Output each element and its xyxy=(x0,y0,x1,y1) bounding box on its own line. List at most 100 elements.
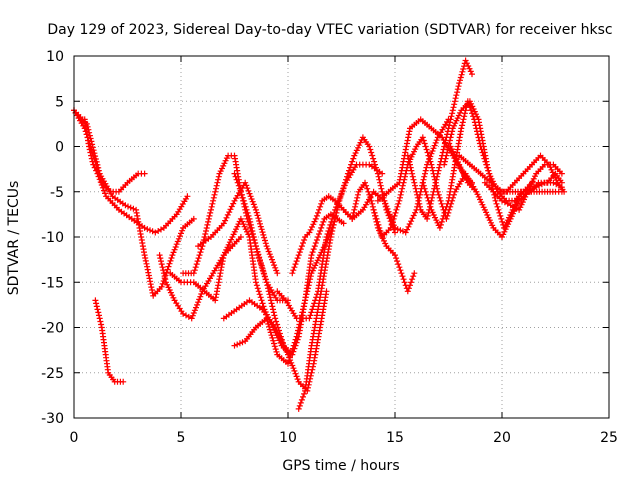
data-point xyxy=(425,152,432,159)
data-point xyxy=(198,291,205,297)
data-point xyxy=(396,197,403,204)
data-point xyxy=(130,205,137,212)
data-point xyxy=(309,224,315,230)
data-point xyxy=(272,315,279,322)
data-point xyxy=(294,376,301,383)
data-point xyxy=(240,197,247,204)
data-point xyxy=(295,405,302,412)
data-point xyxy=(424,212,431,219)
data-point xyxy=(244,215,251,222)
x-tick-label: 0 xyxy=(70,430,79,446)
data-point xyxy=(156,252,163,259)
data-point xyxy=(86,129,93,136)
data-point xyxy=(297,246,304,253)
data-point xyxy=(92,156,99,162)
data-point xyxy=(256,254,263,261)
data-point xyxy=(271,340,277,347)
data-point xyxy=(493,200,500,207)
data-point xyxy=(430,145,437,152)
data-point xyxy=(315,234,321,240)
data-point xyxy=(148,284,155,291)
data-point xyxy=(442,206,449,213)
data-point xyxy=(385,208,392,215)
series-sat-05 xyxy=(156,234,244,322)
data-point xyxy=(173,241,180,248)
data-point xyxy=(441,209,448,216)
data-point xyxy=(95,167,102,174)
data-point xyxy=(347,164,354,171)
data-point xyxy=(274,321,281,328)
data-point xyxy=(352,203,359,210)
data-point xyxy=(222,217,229,224)
data-point xyxy=(397,194,403,201)
data-point xyxy=(401,176,408,183)
data-point xyxy=(409,170,416,177)
data-point xyxy=(334,206,341,213)
data-point xyxy=(377,179,383,186)
data-point xyxy=(251,204,258,211)
data-point xyxy=(231,170,238,177)
data-point xyxy=(432,139,439,146)
x-tick-label: 25 xyxy=(600,430,618,446)
data-point xyxy=(319,221,326,228)
data-point xyxy=(215,176,222,183)
data-point xyxy=(251,237,257,243)
data-point xyxy=(272,264,279,271)
data-point xyxy=(242,209,249,216)
data-point xyxy=(236,185,243,192)
data-point xyxy=(252,206,259,213)
data-point xyxy=(89,141,96,148)
data-point xyxy=(458,71,465,78)
data-point xyxy=(292,370,299,377)
data-point xyxy=(243,212,250,219)
data-point xyxy=(341,182,348,189)
data-point xyxy=(561,188,568,195)
data-point xyxy=(298,243,305,250)
data-point xyxy=(286,354,293,361)
data-point xyxy=(193,304,199,311)
data-point xyxy=(99,184,106,191)
data-point xyxy=(310,303,317,310)
data-point xyxy=(327,234,334,240)
data-point xyxy=(194,258,201,265)
data-point xyxy=(158,258,164,265)
data-point xyxy=(142,257,149,264)
grid xyxy=(74,56,609,418)
data-point xyxy=(92,153,99,160)
x-tick-label: 20 xyxy=(493,430,511,446)
data-point xyxy=(267,297,274,304)
data-point xyxy=(285,360,291,367)
data-point xyxy=(291,345,298,352)
data-point xyxy=(458,125,465,132)
data-point xyxy=(335,200,342,207)
data-point xyxy=(160,267,167,274)
data-point xyxy=(496,209,503,216)
data-point xyxy=(86,146,93,153)
data-point xyxy=(174,238,181,245)
data-point xyxy=(454,89,461,96)
data-point xyxy=(369,203,376,210)
data-point xyxy=(424,149,431,156)
data-point xyxy=(266,326,273,333)
data-point xyxy=(433,137,440,144)
data-point xyxy=(393,206,400,213)
data-point xyxy=(234,341,241,348)
data-point xyxy=(424,194,431,201)
data-point xyxy=(271,343,278,350)
data-point xyxy=(102,190,108,197)
data-point xyxy=(228,203,235,210)
data-point xyxy=(238,191,245,198)
data-point xyxy=(192,264,199,271)
data-point xyxy=(243,182,250,189)
data-point xyxy=(98,182,105,188)
data-point xyxy=(377,182,384,189)
data-point xyxy=(406,221,413,227)
data-point xyxy=(410,212,417,219)
data-point xyxy=(95,309,102,316)
data-point xyxy=(196,296,203,303)
y-tick-label: -20 xyxy=(41,321,64,337)
data-point xyxy=(269,334,276,341)
data-point xyxy=(286,357,292,364)
data-point xyxy=(408,218,415,225)
data-point xyxy=(91,150,98,157)
